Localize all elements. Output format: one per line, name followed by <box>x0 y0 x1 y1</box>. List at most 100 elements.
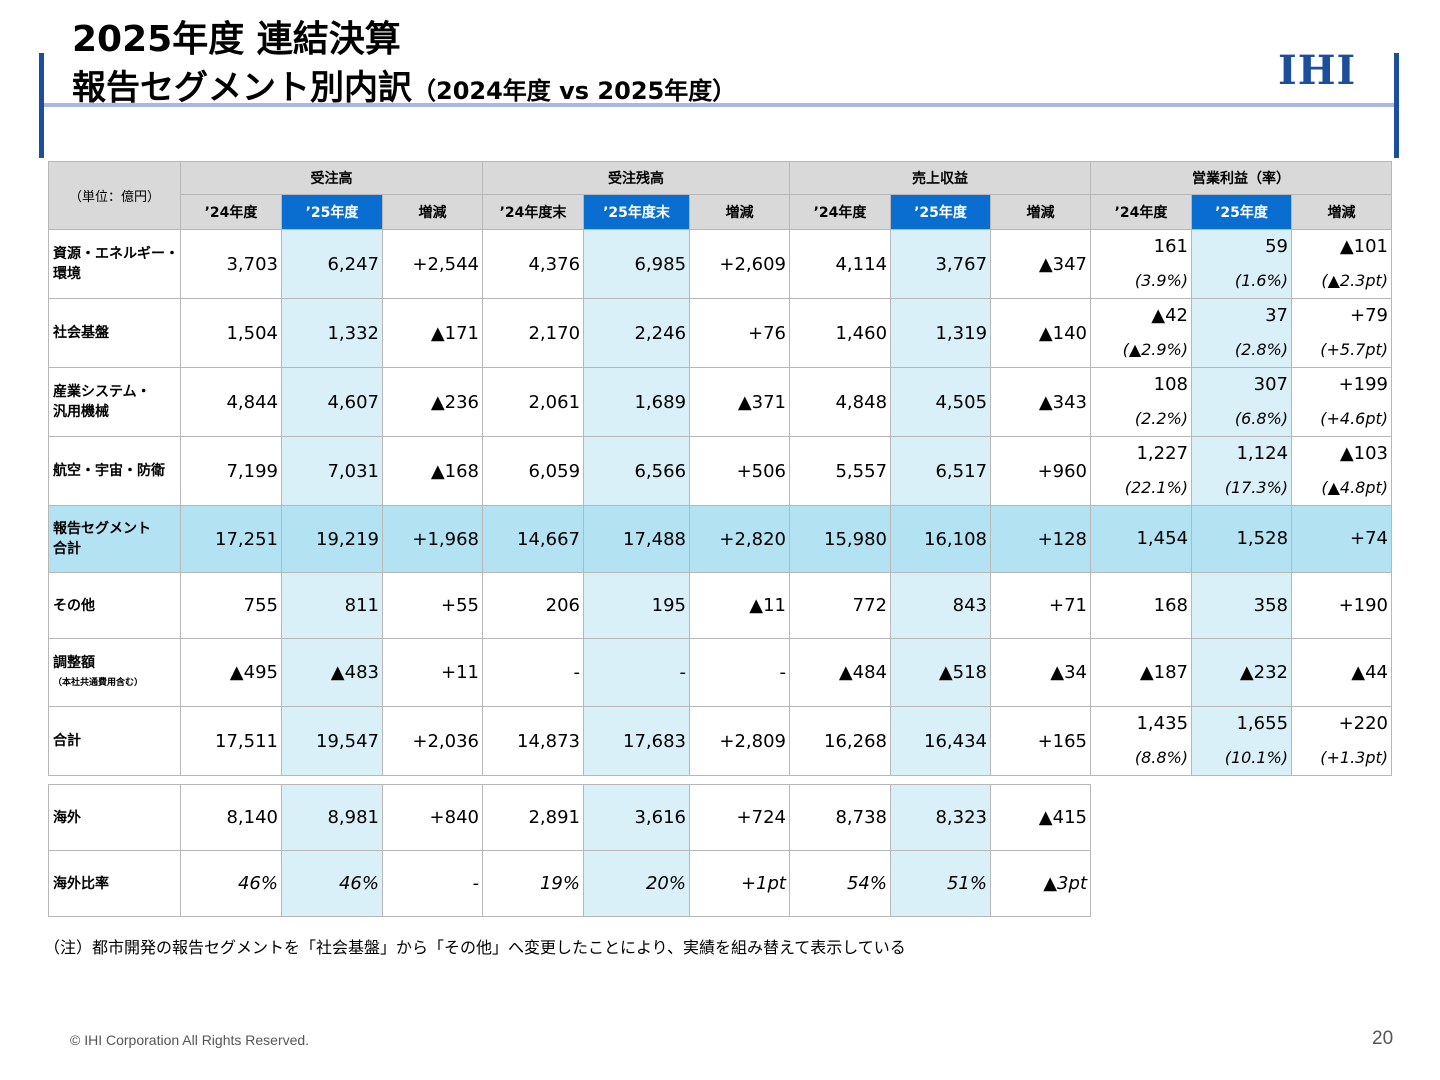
row-label: 産業システム・ 汎用機械 <box>48 367 181 437</box>
profit-margin: (+4.6pt) <box>1320 409 1389 428</box>
table-cell: 843 <box>890 572 992 639</box>
table-cell: +724 <box>689 784 790 851</box>
row-label: 海外 <box>48 784 181 851</box>
profit-value: ▲187 <box>1139 661 1189 683</box>
table-row: 調整額 （本社共通費用含む） ▲495 ▲483 +11- - - ▲484 ▲518 ▲34 ▲1… <box>48 638 1393 707</box>
right-accent-bar <box>1394 53 1399 158</box>
profit-cell: ▲42 (▲2.9%) <box>1090 298 1193 368</box>
row-label-line1: 合計 <box>53 733 81 749</box>
table-cell: - <box>689 638 791 707</box>
row-label-line1: 報告セグメント <box>53 521 151 537</box>
table-cell: ▲415 <box>990 784 1091 851</box>
profit-value: +190 <box>1338 594 1389 616</box>
table-cell: 17,488 <box>583 505 691 573</box>
profit-margin: (3.9%) <box>1134 271 1189 290</box>
profit-value: +220 <box>1338 713 1389 734</box>
profit-cell: 37 (2.8%) <box>1191 298 1293 368</box>
row-label-line1: 産業システム・ <box>53 384 151 400</box>
col-header: 増減 <box>381 194 484 230</box>
profit-margin: (22.1%) <box>1124 478 1189 497</box>
group-operating-profit: 営業利益（率） <box>1090 161 1393 195</box>
table-cell: 54% <box>789 850 891 917</box>
table-cell: +165 <box>990 706 1092 776</box>
table-cell: 8,323 <box>890 784 991 851</box>
col-header: ’24年度 <box>180 194 282 230</box>
table-cell: +1,968 <box>381 505 484 573</box>
table-cell: 17,683 <box>583 706 691 776</box>
profit-value: 108 <box>1153 374 1189 395</box>
table-cell: - <box>382 850 483 917</box>
row-label: 社会基盤 <box>48 298 181 368</box>
profit-cell: 59 (1.6%) <box>1191 229 1293 299</box>
group-revenue: 売上収益 <box>789 161 1092 195</box>
profit-cell: ▲101 (▲2.3pt) <box>1291 229 1393 299</box>
ihi-logo: IHI <box>1278 47 1357 94</box>
table-cell: 14,667 <box>482 505 585 573</box>
table-row: 産業システム・ 汎用機械 4,844 4,607 ▲236 2,061 1,689 ▲371 4… <box>48 367 1393 437</box>
table-cell: ▲140 <box>990 298 1092 368</box>
table-cell: +2,820 <box>689 505 791 573</box>
profit-value: 1,124 <box>1236 443 1289 464</box>
table-cell: ▲347 <box>990 229 1092 299</box>
profit-cell: ▲103 (▲4.8pt) <box>1291 436 1393 506</box>
table-cell: 2,170 <box>482 298 585 368</box>
table-cell: ▲236 <box>381 367 484 437</box>
row-label: 報告セグメント 合計 <box>48 505 181 573</box>
profit-margin: (8.8%) <box>1134 748 1189 767</box>
table-cell: 20% <box>583 850 690 917</box>
profit-cell: 1,528 <box>1191 505 1293 573</box>
table-cell: 7,199 <box>180 436 282 506</box>
table-cell: 206 <box>482 572 585 639</box>
table-cell: 3,767 <box>890 229 992 299</box>
table-cell: +840 <box>382 784 483 851</box>
table-cell: 8,981 <box>281 784 383 851</box>
table-cell: 1,319 <box>890 298 992 368</box>
table-cell: ▲484 <box>789 638 892 707</box>
profit-value: ▲44 <box>1351 661 1389 683</box>
table-row: 報告セグメント 合計 17,251 19,219 +1,968 14,667 17,488 +… <box>48 505 1393 573</box>
table-cell: 2,061 <box>482 367 585 437</box>
profit-value: 307 <box>1253 374 1289 395</box>
table-cell: 19,547 <box>281 706 383 776</box>
row-label-line1: 航空・宇宙・防衛 <box>53 463 165 479</box>
table-cell: 8,738 <box>789 784 891 851</box>
table-cell: 1,332 <box>281 298 383 368</box>
profit-margin: (2.8%) <box>1234 340 1289 359</box>
table-cell: +2,036 <box>381 706 484 776</box>
col-header: ’24年度 <box>789 194 892 230</box>
table-cell: ▲171 <box>381 298 484 368</box>
profit-cell: +74 <box>1291 505 1393 573</box>
table-cell: 4,505 <box>890 367 992 437</box>
copyright: © IHI Corporation All Rights Reserved. <box>70 1032 310 1048</box>
profit-value: ▲101 <box>1339 236 1389 257</box>
row-label-line1: 社会基盤 <box>53 325 109 341</box>
table-cell: ▲11 <box>689 572 791 639</box>
profit-margin: (+1.3pt) <box>1320 748 1389 767</box>
table-cell: ▲343 <box>990 367 1092 437</box>
table-cell: 19,219 <box>281 505 383 573</box>
profit-cell: 1,227 (22.1%) <box>1090 436 1193 506</box>
table-cell: +128 <box>990 505 1092 573</box>
table-cell: 6,247 <box>281 229 383 299</box>
table-cell: 4,844 <box>180 367 282 437</box>
profit-cell: 1,435 (8.8%) <box>1090 706 1193 776</box>
profit-value: 1,435 <box>1136 713 1189 734</box>
table-cell: 1,689 <box>583 367 691 437</box>
footnote: （注）都市開発の報告セグメントを「社会基盤」から「その他」へ変更したことにより、… <box>44 938 906 957</box>
profit-value: 1,227 <box>1136 443 1189 464</box>
table-cell: 3,703 <box>180 229 282 299</box>
profit-value: 168 <box>1153 594 1189 616</box>
profit-cell: +190 <box>1291 572 1393 639</box>
table-cell: ▲483 <box>281 638 383 707</box>
table-cell: +2,544 <box>381 229 484 299</box>
col-header: ’25年度 <box>890 194 992 230</box>
table-cell: 6,985 <box>583 229 691 299</box>
table-cell: 8,140 <box>180 784 282 851</box>
profit-cell: 1,454 <box>1090 505 1193 573</box>
profit-value: ▲232 <box>1239 661 1289 683</box>
table-cell: 772 <box>789 572 892 639</box>
table-cell: +11 <box>381 638 484 707</box>
profit-cell: +220 (+1.3pt) <box>1291 706 1393 776</box>
table-cell: ▲168 <box>381 436 484 506</box>
overseas-row: 海外比率 46% 46% -19% 20% +1pt 54% 51% ▲3pt <box>48 850 1091 917</box>
